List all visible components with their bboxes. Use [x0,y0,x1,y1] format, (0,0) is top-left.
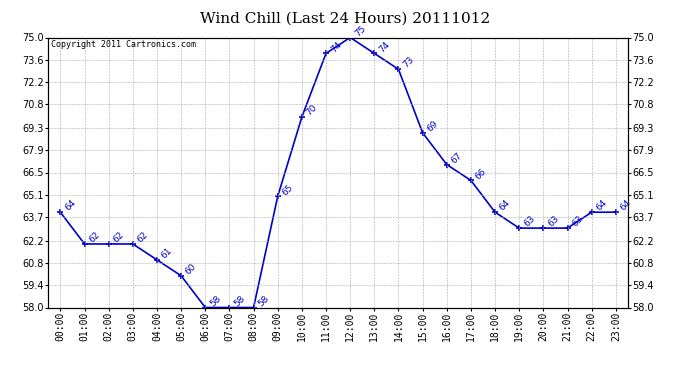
Text: 64: 64 [63,198,77,213]
Text: 62: 62 [88,230,101,244]
Text: 67: 67 [450,151,464,165]
Text: 64: 64 [619,198,633,213]
Text: 65: 65 [281,183,295,197]
Text: 61: 61 [160,246,175,261]
Text: 58: 58 [233,294,247,308]
Text: 63: 63 [546,214,561,229]
Text: 66: 66 [474,166,489,181]
Text: 70: 70 [305,103,319,117]
Text: 60: 60 [184,262,199,276]
Text: 63: 63 [571,214,585,229]
Text: 63: 63 [522,214,537,229]
Text: 74: 74 [377,40,391,54]
Text: 64: 64 [498,198,512,213]
Text: 62: 62 [112,230,126,244]
Text: 64: 64 [595,198,609,213]
Text: Copyright 2011 Cartronics.com: Copyright 2011 Cartronics.com [51,40,196,49]
Text: 73: 73 [402,56,416,70]
Text: 69: 69 [426,119,440,134]
Text: 58: 58 [257,294,271,308]
Text: 74: 74 [329,40,343,54]
Text: 75: 75 [353,24,368,38]
Text: Wind Chill (Last 24 Hours) 20111012: Wind Chill (Last 24 Hours) 20111012 [200,11,490,25]
Text: 58: 58 [208,294,223,308]
Text: 62: 62 [136,230,150,244]
